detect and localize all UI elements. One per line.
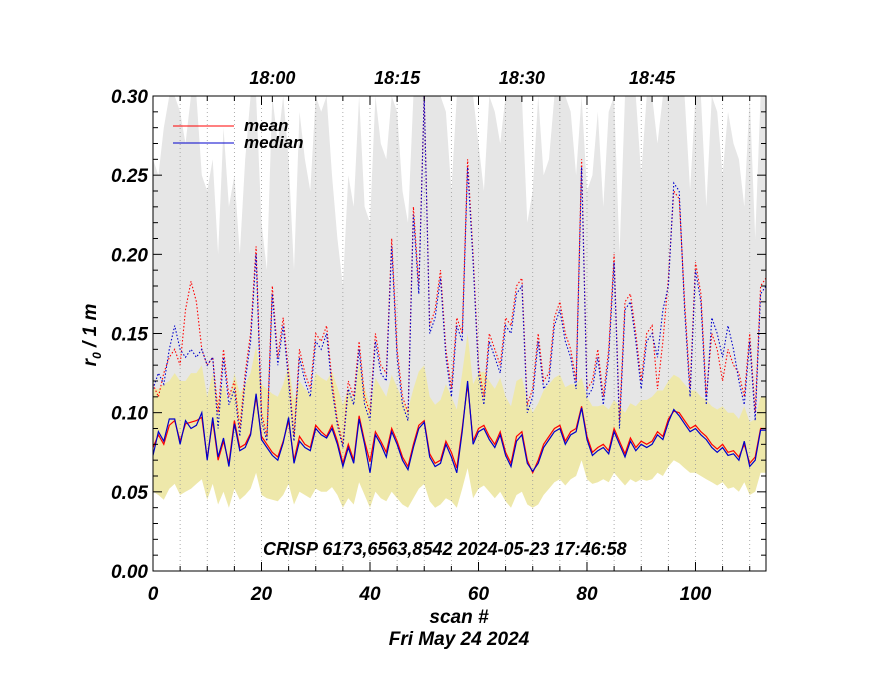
y-tick-label: 0.10 [111, 404, 148, 425]
legend-median-label: median [244, 133, 304, 152]
time-tick-label: 18:45 [629, 68, 676, 88]
time-tick-label: 18:15 [374, 68, 421, 88]
y-tick-label: 0.30 [111, 87, 148, 108]
x-tick-label: 80 [576, 584, 598, 605]
x-tick-label: 0 [148, 584, 159, 605]
y-tick-label: 0.05 [111, 483, 148, 504]
x-tick-label: 100 [680, 584, 712, 605]
x-tick-label: 40 [358, 584, 381, 605]
gray-band [153, 96, 766, 445]
mean-upper-dotted-line [153, 95, 766, 445]
legend: mean median [173, 116, 304, 152]
y-tick-label: 0.20 [111, 245, 148, 266]
x-tick-label: 20 [250, 584, 273, 605]
time-tick-label: 18:30 [499, 68, 545, 88]
time-tick-label: 18:00 [249, 68, 295, 88]
y-tick-label: 0.25 [111, 166, 148, 187]
y-axis-label-sub: 0 [90, 352, 104, 359]
y-axis-label-main: r [80, 357, 101, 366]
x-axis-label: scan # [429, 607, 489, 628]
date-label: Fri May 24 2024 [389, 629, 530, 650]
chart-annotation: CRISP 6173,6563,8542 2024-05-23 17:46:58 [263, 539, 627, 559]
legend-mean-label: mean [244, 116, 288, 135]
y-axis-label-rest: / 1 m [80, 304, 101, 353]
yellow-band [153, 333, 766, 508]
median-upper-dotted-line [153, 95, 766, 448]
y-tick-label: 0.00 [111, 562, 148, 583]
y-tick-label: 0.15 [111, 325, 148, 346]
median-line [153, 380, 766, 473]
x-tick-label: 60 [468, 584, 490, 605]
y-axis-label: r0 / 1 m [80, 304, 104, 367]
